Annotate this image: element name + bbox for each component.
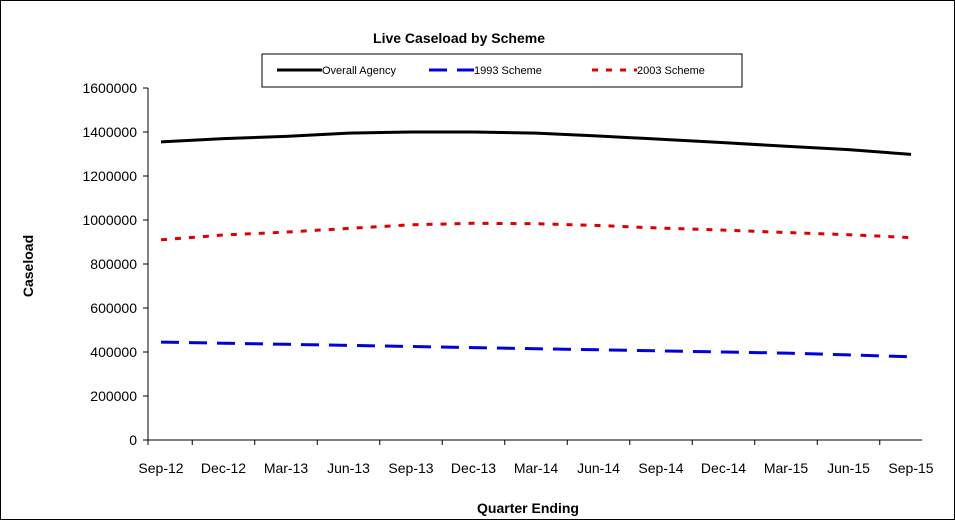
axes: 0 200000 400000 600000 800000 1000000 1200000 1… [82,80,933,476]
y-tick-label: 400000 [90,344,137,360]
chart-title: Live Caseload by Scheme [373,30,545,46]
y-tick-label: 1000000 [82,212,137,228]
y-axis-title: Caseload [20,235,36,297]
x-tick-label: Sep-12 [138,460,183,476]
x-tick-label: Sep-15 [888,460,933,476]
series-line-1 [160,130,912,156]
x-tick-label: Dec-13 [451,460,496,476]
y-tick-label: 200000 [90,388,137,404]
y-tick-label: 800000 [90,256,137,272]
x-tick-label: Mar-14 [514,460,559,476]
x-tick-label: Jun-14 [577,460,620,476]
x-tick-label: Mar-13 [264,460,309,476]
y-tick-label: 0 [129,432,137,448]
legend: Overall Agency 1993 Scheme 2003 Scheme [261,53,743,88]
legend-label: 2003 Scheme [637,65,705,77]
series-layer [160,130,912,359]
x-axis-title: Quarter Ending [477,500,579,516]
series-line-2 [160,340,912,359]
y-tick-label: 1400000 [82,124,137,140]
series-line-3 [160,221,912,242]
y-tick-label: 600000 [90,300,137,316]
x-tick-label: Dec-14 [701,460,746,476]
y-tick-label: 1200000 [82,168,137,184]
legend-box [261,53,743,88]
legend-label: Overall Agency [322,65,396,77]
x-tick-label: Jun-13 [327,460,370,476]
x-tick-label: Sep-14 [638,460,683,476]
x-tick-label: Mar-15 [764,460,809,476]
x-tick-label: Dec-12 [201,460,246,476]
y-tick-label: 1600000 [82,80,137,96]
x-tick-label: Jun-15 [827,460,870,476]
x-tick-label: Sep-13 [388,460,433,476]
legend-label: 1993 Scheme [474,65,542,77]
